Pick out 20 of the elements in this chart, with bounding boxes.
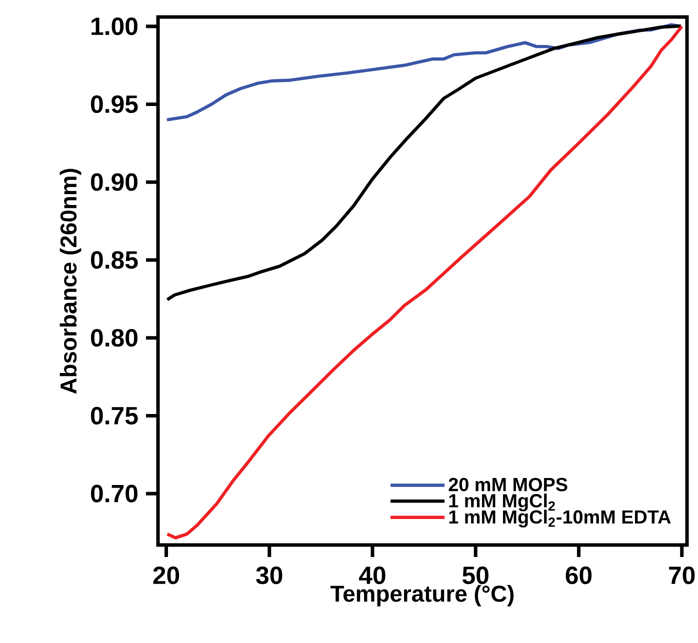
y-tick-label: 0.90 bbox=[90, 173, 138, 191]
x-tick-label: 30 bbox=[256, 566, 282, 584]
y-tick-label: 0.70 bbox=[90, 484, 138, 502]
legend-label: 20 mM MOPS bbox=[448, 478, 568, 492]
legend-label: 1 mM MgCl$_{2}$-10mM EDTA bbox=[449, 510, 671, 528]
x-tick-label: 60 bbox=[566, 566, 592, 584]
x-tick-label: 20 bbox=[153, 566, 180, 584]
y-tick-label: 1.00 bbox=[92, 18, 138, 36]
y-tick-label: 0.95 bbox=[90, 95, 138, 114]
y-tick-label: 0.80 bbox=[90, 329, 138, 347]
line-series bbox=[166, 24, 682, 302]
y-tick-label: 0.85 bbox=[90, 251, 138, 269]
x-tick-label: 50 bbox=[462, 566, 488, 584]
x-axis-title: Temperature (°C) bbox=[330, 585, 514, 606]
x-tick-label: 40 bbox=[359, 566, 386, 584]
x-tick-label: 70 bbox=[669, 566, 695, 584]
y-axis-title: Absorbance (260nm) bbox=[60, 168, 82, 394]
y-tick-label: 0.75 bbox=[90, 406, 138, 425]
line-series bbox=[166, 24, 684, 540]
legend-label: 1 mM MgCl$_{2}$ bbox=[449, 494, 555, 512]
